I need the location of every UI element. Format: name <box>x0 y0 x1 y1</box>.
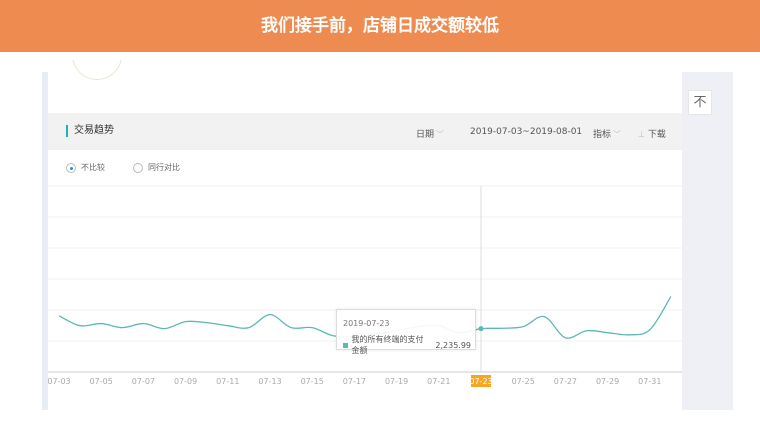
back-to-top-button[interactable]: 不 <box>688 90 712 115</box>
radio-icon <box>133 162 143 173</box>
x-tick-label: 07-15 <box>301 377 324 386</box>
x-tick-label: 07-17 <box>343 377 366 386</box>
x-tick-label: 07-05 <box>90 377 113 386</box>
download-button[interactable]: ⊥ 下载 <box>636 127 666 140</box>
series-swatch <box>343 342 348 348</box>
x-tick-label: 07-31 <box>638 377 661 386</box>
x-tick-label: 07-27 <box>554 377 577 386</box>
radio-label: 同行对比 <box>148 163 180 172</box>
radio-selected-icon <box>66 162 76 173</box>
tooltip-value: 2,235.99 <box>435 340 471 350</box>
metric-label: 指标 <box>593 130 612 140</box>
x-tick-label: 07-23 <box>469 377 492 386</box>
x-tick-label: 07-03 <box>47 377 70 386</box>
tooltip-series: 我的所有终端的支付金额 <box>351 335 424 355</box>
metric-dropdown[interactable]: 指标 ﹀ <box>593 127 621 140</box>
download-label: 下载 <box>647 130 666 140</box>
radio-no-compare[interactable]: 不比较 <box>66 162 105 173</box>
x-tick-label: 07-25 <box>512 377 535 386</box>
tick-highlight <box>471 375 491 387</box>
section-title: 交易趋势 <box>66 125 114 137</box>
highlight-point <box>478 326 484 332</box>
trend-toolbar: 交易趋势 日期 ﹀ 2019-07-03~2019-08-01 指标 ﹀ ⊥ 下载 <box>48 113 682 150</box>
x-tick-label: 07-09 <box>174 377 197 386</box>
chevron-down-icon: ﹀ <box>436 130 445 139</box>
left-sidebar-strip <box>42 72 48 410</box>
date-dropdown[interactable]: 日期 ﹀ <box>416 127 444 140</box>
radio-peer-compare[interactable]: 同行对比 <box>133 162 180 173</box>
right-panel <box>682 72 733 410</box>
banner-title: 我们接手前，店铺日成交额较低 <box>0 0 760 52</box>
tooltip-date: 2019-07-23 <box>343 319 390 328</box>
x-tick-label: 07-07 <box>132 377 155 386</box>
download-icon: ⊥ <box>638 130 645 139</box>
date-range[interactable]: 2019-07-03~2019-08-01 <box>470 127 583 137</box>
date-label: 日期 <box>416 130 435 140</box>
x-tick-label: 07-11 <box>216 377 239 386</box>
chart-tooltip: 2019-07-23 我的所有终端的支付金额 2,235.99 <box>336 309 476 355</box>
chevron-down-icon: ﹀ <box>613 130 622 139</box>
radio-label: 不比较 <box>81 163 105 172</box>
x-tick-label: 07-29 <box>596 377 619 386</box>
x-tick-label: 07-13 <box>258 377 281 386</box>
x-tick-label: 07-19 <box>385 377 408 386</box>
x-tick-label: 07-21 <box>427 377 450 386</box>
